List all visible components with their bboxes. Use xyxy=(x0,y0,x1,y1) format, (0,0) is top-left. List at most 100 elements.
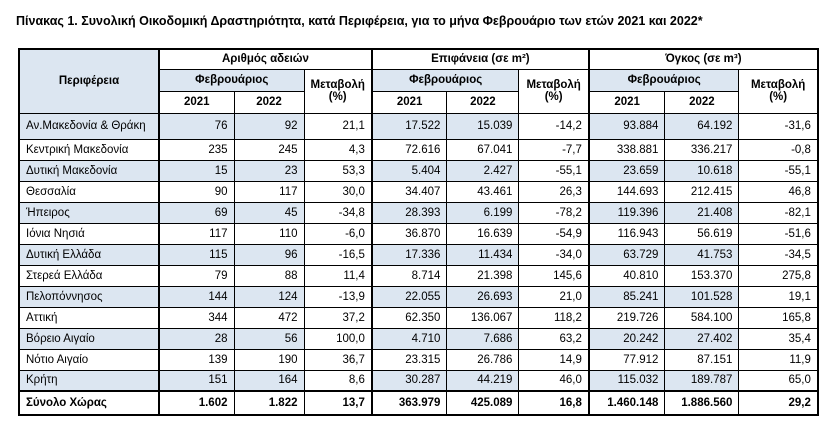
change-header: Μεταβολή (%) xyxy=(738,68,819,114)
value-cell: 2.427 xyxy=(446,159,520,182)
value-cell: 37,2 xyxy=(303,306,373,329)
table-row: Ήπειρος 69 45 -34,8 28.393 6.199 -78,2 119.396 2… xyxy=(18,201,819,224)
value-cell: 11.434 xyxy=(446,243,520,266)
value-cell: 219.726 xyxy=(587,306,666,329)
value-cell: 96 xyxy=(233,243,305,266)
value-cell: 34.407 xyxy=(370,180,448,203)
value-cell: 40.810 xyxy=(587,264,666,287)
value-cell: 69 xyxy=(158,201,235,224)
value-cell: 212.415 xyxy=(664,180,740,203)
value-cell: -82,1 xyxy=(738,201,819,224)
table-row: Αν.Μακεδονία & Θράκη 76 92 21,1 17.522 15.039… xyxy=(18,112,819,140)
value-cell: 45 xyxy=(233,201,305,224)
value-cell: 36.870 xyxy=(370,222,448,245)
value-cell: 118,2 xyxy=(518,306,590,329)
value-cell: 41.753 xyxy=(664,243,740,266)
value-cell: 62.350 xyxy=(370,306,448,329)
region-name: Νότιο Αιγαίο xyxy=(18,348,160,371)
value-cell: 17.522 xyxy=(370,112,448,140)
region-name: Αττική xyxy=(18,306,160,329)
value-cell: -34,8 xyxy=(303,201,373,224)
year-header: 2022 xyxy=(664,90,740,114)
value-cell: 88 xyxy=(233,264,305,287)
table-row: Κρήτη 151 164 8,6 30.287 44.219 46,0 115.032 189… xyxy=(18,369,819,392)
value-cell: 26,3 xyxy=(518,180,590,203)
value-cell: 16.639 xyxy=(446,222,520,245)
total-value: 16,8 xyxy=(518,390,590,416)
value-cell: 139 xyxy=(158,348,235,371)
value-cell: 72.616 xyxy=(370,138,448,161)
value-cell: 21,1 xyxy=(303,112,373,140)
value-cell: 110 xyxy=(233,222,305,245)
region-name: Θεσσαλία xyxy=(18,180,160,203)
region-name: Στερεά Ελλάδα xyxy=(18,264,160,287)
table-row: Αττική 344 472 37,2 62.350 136.067 118,2 219.72… xyxy=(18,306,819,329)
total-value: 1.460.148 xyxy=(587,390,666,416)
table-row: Πελοπόννησος 144 124 -13,9 22.055 26.693 21,0 8… xyxy=(18,285,819,308)
value-cell: -16,5 xyxy=(303,243,373,266)
region-name: Ιόνια Νησιά xyxy=(18,222,160,245)
change-header: Μεταβολή (%) xyxy=(303,68,373,114)
value-cell: 53,3 xyxy=(303,159,373,182)
value-cell: 7.686 xyxy=(446,327,520,350)
value-cell: -14,2 xyxy=(518,112,590,140)
value-cell: -54,9 xyxy=(518,222,590,245)
value-cell: -0,8 xyxy=(738,138,819,161)
region-name: Κεντρική Μακεδονία xyxy=(18,138,160,161)
total-value: 13,7 xyxy=(303,390,373,416)
value-cell: 64.192 xyxy=(664,112,740,140)
table-row: Δυτική Ελλάδα 115 96 -16,5 17.336 11.434 -34,0… xyxy=(18,243,819,266)
value-cell: 144.693 xyxy=(587,180,666,203)
value-cell: 43.461 xyxy=(446,180,520,203)
region-name: Δυτική Ελλάδα xyxy=(18,243,160,266)
month-header: Φεβρουάριος xyxy=(370,68,520,92)
value-cell: 92 xyxy=(233,112,305,140)
value-cell: 30.287 xyxy=(370,369,448,392)
value-cell: 119.396 xyxy=(587,201,666,224)
table-row: Περιφέρεια Αριθμός αδειών Επιφάνεια (σε m²… xyxy=(18,48,819,114)
value-cell: 338.881 xyxy=(587,138,666,161)
year-header: 2021 xyxy=(587,90,666,114)
value-cell: 19,1 xyxy=(738,285,819,308)
change-header: Μεταβολή (%) xyxy=(518,68,590,114)
value-cell: -34,5 xyxy=(738,243,819,266)
table-row: 2021 2022 2021 2022 2021 2022 xyxy=(19,90,818,114)
value-cell: -13,9 xyxy=(303,285,373,308)
value-cell: 10.618 xyxy=(664,159,740,182)
value-cell: 65,0 xyxy=(738,369,819,392)
value-cell: -31,6 xyxy=(738,112,819,140)
region-name: Δυτική Μακεδονία xyxy=(18,159,160,182)
value-cell: 8,6 xyxy=(303,369,373,392)
group-header: Αριθμός αδειών xyxy=(158,48,373,70)
value-cell: 21,0 xyxy=(518,285,590,308)
value-cell: 11,4 xyxy=(303,264,373,287)
total-value: 1.886.560 xyxy=(664,390,740,416)
total-value: 1.602 xyxy=(158,390,235,416)
value-cell: 35,4 xyxy=(738,327,819,350)
region-name: Κρήτη xyxy=(18,369,160,392)
value-cell: 30,0 xyxy=(303,180,373,203)
region-name: Πελοπόννησος xyxy=(18,285,160,308)
value-cell: 67.041 xyxy=(446,138,520,161)
value-cell: 28.393 xyxy=(370,201,448,224)
table-title: Πίνακας 1. Συνολική Οικοδομική Δραστηριό… xyxy=(16,14,703,28)
value-cell: 56 xyxy=(233,327,305,350)
value-cell: 21.398 xyxy=(446,264,520,287)
value-cell: 26.693 xyxy=(446,285,520,308)
data-table: Περιφέρεια Αριθμός αδειών Επιφάνεια (σε m²… xyxy=(18,48,819,416)
value-cell: -51,6 xyxy=(738,222,819,245)
value-cell: 151 xyxy=(158,369,235,392)
value-cell: 136.067 xyxy=(446,306,520,329)
value-cell: 235 xyxy=(158,138,235,161)
value-cell: 115 xyxy=(158,243,235,266)
value-cell: -55,1 xyxy=(738,159,819,182)
value-cell: 85.241 xyxy=(587,285,666,308)
value-cell: -6,0 xyxy=(303,222,373,245)
value-cell: 189.787 xyxy=(664,369,740,392)
month-header: Φεβρουάριος xyxy=(158,68,305,92)
value-cell: 275,8 xyxy=(738,264,819,287)
year-header: 2021 xyxy=(158,90,235,114)
value-cell: 26.786 xyxy=(446,348,520,371)
group-header: Επιφάνεια (σε m²) xyxy=(370,48,590,70)
value-cell: 93.884 xyxy=(587,112,666,140)
